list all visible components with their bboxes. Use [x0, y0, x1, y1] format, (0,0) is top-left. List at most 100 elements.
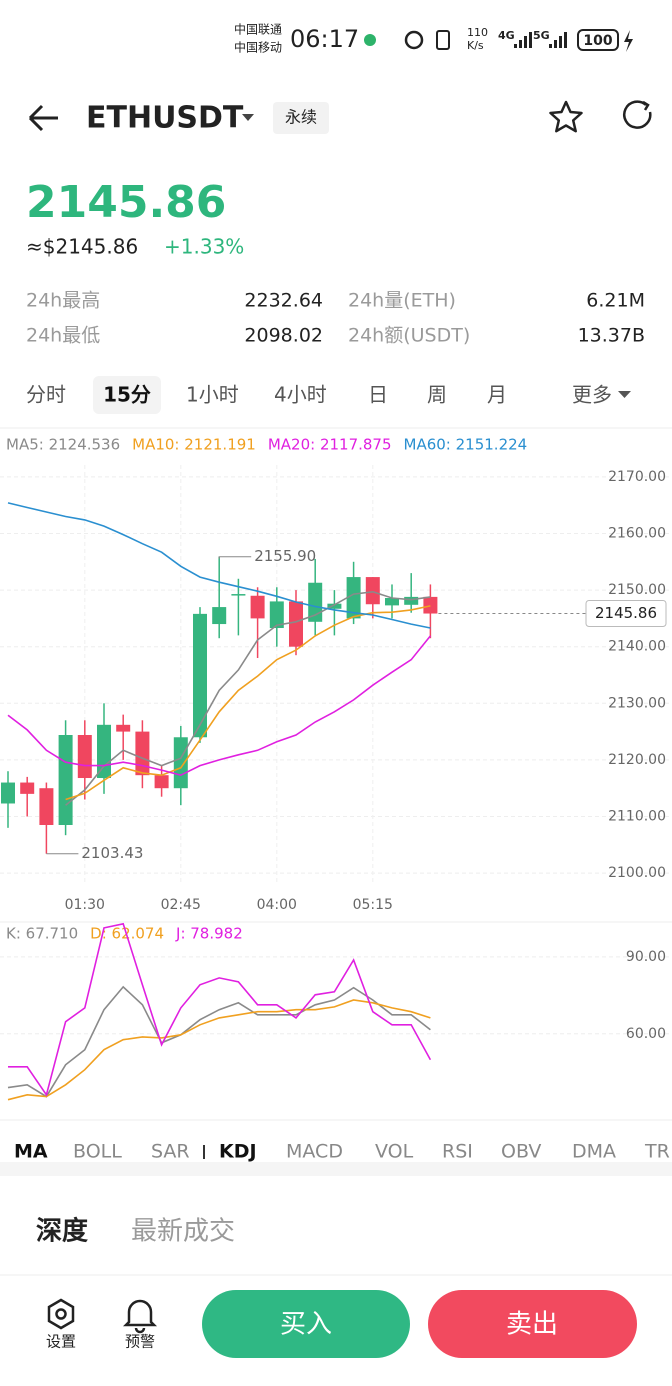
- x-tick-label: 05:15: [353, 897, 393, 913]
- candle-body: [173, 737, 188, 789]
- net-speed-unit: K/s: [467, 39, 484, 52]
- legend-entry: MA60: 2151.224: [404, 436, 528, 454]
- interval-tab[interactable]: 月: [487, 383, 507, 407]
- indicator-tab[interactable]: SAR: [151, 1141, 190, 1163]
- interval-tab[interactable]: 周: [427, 383, 447, 407]
- buy-button[interactable]: [202, 1290, 410, 1358]
- interval-tab[interactable]: 分时: [26, 383, 66, 407]
- candle-body: [385, 598, 399, 606]
- candle-body: [212, 607, 227, 625]
- candle-body: [327, 603, 342, 609]
- active-tab: [93, 376, 161, 414]
- section-tab[interactable]: 深度: [36, 1216, 88, 1247]
- stat-label: 24h最低: [26, 325, 100, 347]
- line-series: [8, 922, 432, 1097]
- last-price-box: [585, 600, 667, 628]
- usd-price: ≈$2145.86: [26, 235, 138, 259]
- net-speed: 110: [467, 26, 488, 39]
- indicator-tab[interactable]: MACD: [286, 1141, 343, 1163]
- candle-body: [1, 782, 15, 804]
- price-change: +1.33%: [164, 235, 244, 259]
- status-dot: [364, 34, 376, 46]
- alert-icon[interactable]: [122, 1299, 158, 1334]
- charts: 2170.00 2160.00 2150.00 2140.00 2130.00 2120.…: [0, 436, 672, 1101]
- settings-icon[interactable]: [47, 1298, 75, 1330]
- status-bar: 中国联通 中国移动 06:17 110 K/s 4G 5G 100: [234, 22, 633, 55]
- battery-level: 100: [583, 33, 612, 49]
- y-tick-label: 2170.00: [608, 469, 666, 485]
- sell-button[interactable]: [428, 1290, 637, 1358]
- low-annotation: 2103.43: [81, 844, 143, 862]
- vibrate-icon: [436, 30, 450, 50]
- legend-entry: MA10: 2121.191: [132, 436, 256, 454]
- indicator-tab[interactable]: OBV: [501, 1141, 541, 1163]
- candle-body: [97, 724, 111, 779]
- symbol-dropdown[interactable]: [242, 114, 254, 121]
- candle-body: [193, 613, 207, 738]
- indicator-tab[interactable]: DMA: [572, 1141, 616, 1163]
- last-price-label: 2145.86: [595, 604, 657, 622]
- candle-body: [20, 782, 35, 794]
- stat-value: 2098.02: [244, 325, 323, 347]
- refresh-arrow: [642, 100, 650, 111]
- candle-body: [77, 735, 92, 779]
- line-series: [65, 605, 431, 801]
- settings-label[interactable]: 设置: [46, 1333, 76, 1351]
- refresh-button[interactable]: [623, 100, 652, 129]
- interval-tab[interactable]: 日: [368, 383, 388, 407]
- high-annotation-line: [218, 556, 252, 559]
- signal-icon: [549, 32, 567, 48]
- y-tick-label: 2130.00: [608, 695, 666, 711]
- legend-entry: J: 78.982: [175, 925, 243, 943]
- interval-tab[interactable]: 15分: [103, 383, 151, 407]
- sell-label[interactable]: 卖出: [506, 1310, 558, 1340]
- last-price: 2145.86: [26, 177, 226, 228]
- indicator-tab[interactable]: MA: [14, 1141, 48, 1163]
- interval-tab[interactable]: 更多: [572, 383, 612, 407]
- back-button[interactable]: [28, 104, 58, 132]
- candle-body: [365, 577, 380, 605]
- line-series: [7, 985, 431, 1098]
- line-series: [7, 999, 431, 1101]
- candle-body: [346, 577, 361, 619]
- candle-body: [116, 724, 131, 732]
- candle-body: [39, 788, 54, 825]
- indicator-tab[interactable]: KDJ: [219, 1141, 257, 1163]
- high-annotation: 2155.90: [254, 547, 316, 565]
- indicator-tab[interactable]: RSI: [442, 1141, 473, 1163]
- candle-body: [269, 601, 284, 629]
- indicator-tab[interactable]: TR: [644, 1141, 670, 1163]
- battery-icon: [577, 29, 619, 51]
- contract-type: 永续: [285, 108, 317, 127]
- contract-chip: [273, 102, 329, 134]
- carrier: 中国移动: [234, 40, 282, 55]
- y-tick-label: 2110.00: [608, 809, 666, 825]
- interval-tab[interactable]: 4小时: [274, 383, 327, 407]
- y-tick-label: 2160.00: [608, 525, 666, 541]
- more-dropdown: [618, 391, 631, 398]
- symbol[interactable]: ETHUSDT: [86, 101, 244, 136]
- y-tick-label: 60.00: [626, 1026, 666, 1042]
- favorite-button[interactable]: [549, 100, 583, 133]
- legend-entry: MA5: 2124.536: [6, 436, 120, 454]
- candle-body: [58, 735, 73, 825]
- settings-icon-center: [55, 1308, 67, 1320]
- y-tick-label: 2100.00: [608, 865, 666, 881]
- line-series: [7, 635, 432, 777]
- stat-label: 24h额(USDT): [348, 325, 470, 347]
- x-tick-label: 04:00: [257, 897, 297, 913]
- section-gap: [0, 1162, 672, 1176]
- candle-body: [289, 601, 303, 647]
- alert-label[interactable]: 预警: [125, 1333, 155, 1351]
- indicator-tab[interactable]: VOL: [375, 1141, 414, 1163]
- section-tab[interactable]: 最新成交: [131, 1217, 235, 1247]
- y-tick-label: 2120.00: [608, 752, 666, 768]
- indicator-tab[interactable]: BOLL: [73, 1141, 122, 1163]
- line-series: [65, 590, 431, 806]
- interval-tab[interactable]: 1小时: [186, 383, 239, 407]
- buy-label[interactable]: 买入: [280, 1310, 332, 1340]
- legend-entry: MA20: 2117.875: [268, 436, 392, 454]
- candle-body: [250, 595, 265, 619]
- x-tick-label: 01:30: [65, 897, 105, 913]
